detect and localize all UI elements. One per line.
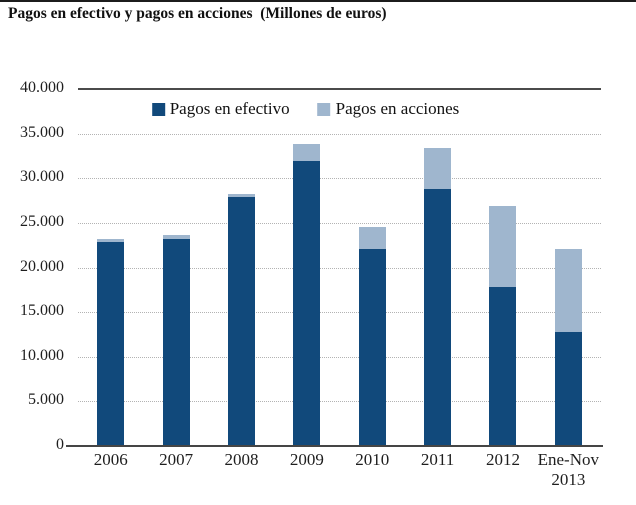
bar-segment-efectivo (554, 331, 582, 447)
bar-segment-acciones (293, 143, 321, 161)
x-axis-line (66, 445, 603, 447)
y-axis-tick-label: 35.000 (20, 123, 64, 141)
x-axis-tick-label: 2010 (355, 450, 390, 469)
bar-segment-acciones (97, 239, 125, 242)
legend-swatch-efectivo-icon (151, 102, 165, 116)
bar-segment-acciones (358, 227, 386, 249)
bar-group-2008 (227, 193, 255, 447)
bar-segment-acciones (162, 234, 190, 240)
gridline (78, 401, 601, 403)
bar-segment-acciones (489, 206, 517, 288)
gridline (78, 267, 601, 269)
gridline (78, 312, 601, 314)
bar-group-2006 (97, 239, 125, 447)
legend-swatch-acciones-icon (317, 102, 331, 116)
y-axis-tick-label: 40.000 (20, 79, 64, 96)
bar-segment-efectivo (358, 248, 386, 447)
gridline (78, 356, 601, 358)
y-axis-tick-label: 5.000 (28, 391, 64, 409)
bar-segment-efectivo (162, 239, 190, 447)
x-axis-tick-label: 2012 (485, 450, 520, 469)
x-axis-tick-label: Ene-Nov 2013 (537, 450, 599, 489)
y-axis-tick-label: 15.000 (20, 302, 64, 320)
bar-series (78, 90, 601, 447)
legend-label-efectivo: Pagos en efectivo (169, 99, 290, 118)
bar-segment-acciones (424, 148, 452, 190)
legend-item-efectivo: Pagos en efectivo (151, 99, 290, 119)
x-axis-tick-label: 2008 (224, 450, 259, 469)
bar-group-2007 (162, 234, 190, 447)
bar-segment-acciones (227, 193, 255, 198)
bar-segment-efectivo (424, 189, 452, 447)
y-axis: 0 5.000 10.000 15.000 20.000 25.000 30.000 35.0… (0, 79, 64, 453)
y-axis-tick-label: 0 (56, 436, 64, 453)
y-axis-tick-label: 25.000 (20, 212, 64, 230)
gridline (78, 178, 601, 180)
bar-group-ene-nov-2013 (554, 248, 582, 447)
bar-segment-efectivo (489, 287, 517, 447)
bar-segment-efectivo (293, 160, 321, 447)
x-axis-tick-label: 2011 (420, 450, 455, 469)
gridline (78, 222, 601, 224)
gridline (78, 133, 601, 135)
bar-segment-acciones (554, 248, 582, 332)
bar-group-2009 (293, 143, 321, 447)
legend-label-acciones: Pagos en acciones (335, 99, 460, 118)
x-axis-tick-label: 2007 (159, 450, 194, 469)
y-axis-tick-label: 20.000 (20, 257, 64, 275)
legend-item-acciones: Pagos en acciones (317, 99, 460, 119)
legend: Pagos en efectivo Pagos en acciones (151, 99, 460, 119)
bar-segment-efectivo (97, 241, 125, 447)
bar-group-2011 (424, 148, 452, 447)
bar-segment-efectivo (227, 197, 255, 447)
x-axis-labels: 2006 2007 2008 2009 2010 2011 2012 Ene-Nov 2013 (78, 450, 601, 490)
top-rule (0, 0, 636, 2)
bar-group-2010 (358, 227, 386, 447)
y-axis-tick-label: 30.000 (20, 168, 64, 186)
y-axis-tick-label: 10.000 (20, 346, 64, 364)
plot-area: Pagos en efectivo Pagos en acciones (78, 88, 601, 447)
x-axis-tick-label: 2006 (93, 450, 128, 469)
x-axis-tick-label: 2009 (289, 450, 324, 469)
bar-group-2012 (489, 206, 517, 447)
chart-title: Pagos en efectivo y pagos en acciones (M… (8, 5, 387, 22)
